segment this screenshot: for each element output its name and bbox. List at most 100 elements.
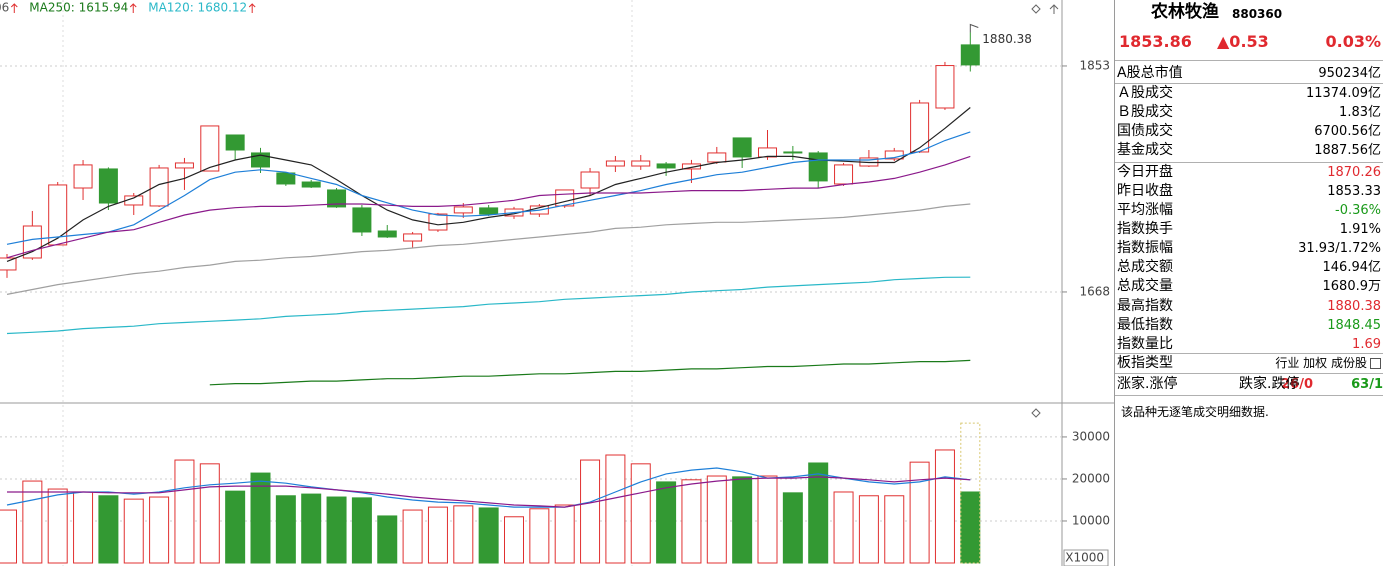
volume-bar	[732, 476, 753, 564]
settings-icon[interactable]	[1031, 408, 1041, 418]
volume-bar	[605, 454, 626, 564]
unit-label: X1000	[1065, 551, 1104, 565]
separator	[1115, 395, 1383, 396]
quote-panel: 农林牧渔 880360 1853.86 ▲0.53 0.03% A股总市值 950234亿 Ａ…	[1114, 0, 1383, 566]
row-value: 1.83亿	[1339, 105, 1381, 120]
up-icon[interactable]	[1049, 4, 1059, 14]
candle-body	[580, 171, 600, 189]
volume-bar	[630, 463, 651, 564]
row-value: 11374.09亿	[1305, 86, 1381, 101]
type-options[interactable]: 行业 加权 成份股	[1275, 356, 1367, 370]
change-pct: 0.03%	[1325, 32, 1381, 51]
row-value: 1887.56亿	[1314, 143, 1381, 158]
row-label: 指数换手	[1117, 221, 1173, 237]
volume-bar	[858, 495, 879, 564]
sector-title: 农林牧渔	[1151, 2, 1219, 22]
legend-text: MA120: 1680.12	[148, 1, 247, 15]
price: 1853.86	[1119, 32, 1192, 51]
row-value: 1.91%	[1339, 222, 1381, 237]
candle-body	[22, 225, 42, 259]
chart-area: 06 MA250: 1615.94 MA120: 1680.12 1853 1668 3…	[0, 0, 1114, 566]
type-icon[interactable]	[1370, 358, 1381, 369]
y-tick-label: 30000	[1072, 429, 1110, 443]
volume-bar	[808, 462, 829, 564]
row-value: 1880.38	[1327, 299, 1381, 314]
row-label: 板指类型	[1117, 355, 1173, 371]
volume-bar	[706, 475, 727, 564]
candle-body	[681, 163, 701, 170]
candle-body	[200, 125, 220, 172]
y-tick-label: 1668	[1079, 284, 1110, 298]
separator	[1115, 83, 1383, 84]
row-label: 最低指数	[1117, 317, 1173, 333]
volume-bar	[782, 492, 803, 564]
candle-body	[377, 230, 397, 238]
ma-line	[6, 467, 971, 508]
ma-line	[6, 155, 971, 259]
candle-body	[783, 151, 803, 154]
candle-body	[605, 160, 625, 167]
candle-body	[758, 147, 777, 158]
row-label: 平均涨幅	[1117, 202, 1173, 218]
volume-bar	[98, 495, 119, 564]
volume-bar	[453, 505, 474, 564]
row-label: 最高指数	[1117, 298, 1173, 314]
volume-bar	[199, 463, 220, 564]
row-value: 31.93/1.72%	[1298, 241, 1381, 256]
row-value: 950234亿	[1318, 66, 1381, 81]
settings-icon[interactable]	[1031, 4, 1041, 14]
separator	[1115, 373, 1383, 374]
note: 该品种无逐笔成交明细数据.	[1121, 405, 1269, 419]
row-value: 6700.56亿	[1314, 124, 1381, 139]
volume-bar	[351, 497, 372, 564]
candle-body	[479, 207, 499, 215]
row-value: 1870.26	[1327, 165, 1381, 180]
candle-body	[149, 167, 169, 207]
volume-bar	[580, 459, 601, 564]
volume-bar	[149, 496, 170, 564]
volume-bar	[504, 516, 524, 564]
volume-bar	[478, 507, 499, 564]
y-tick-label: 1853	[1079, 58, 1110, 72]
candle-body	[453, 206, 473, 214]
row-label: 跌家.跌停	[1239, 376, 1300, 392]
candle-body	[960, 44, 980, 66]
row-label: A股总市值	[1117, 65, 1183, 81]
volume-bar	[884, 495, 905, 564]
high-flag	[969, 23, 979, 33]
candle-body	[352, 207, 372, 233]
volume-bar	[22, 480, 43, 564]
ma-line	[6, 107, 971, 262]
row-value: 1853.33	[1327, 184, 1381, 199]
volume-bar	[275, 495, 296, 564]
volume-bar	[47, 488, 68, 564]
volume-bar	[326, 496, 347, 564]
candle-body	[327, 189, 347, 208]
row-label: Ａ股成交	[1117, 85, 1173, 101]
volume-bar	[73, 491, 94, 564]
volume-bar	[656, 481, 677, 564]
volume-bar	[934, 449, 955, 564]
volume-bar	[960, 491, 981, 564]
high-annotation: 1880.38	[982, 32, 1032, 46]
up-arrow	[10, 3, 18, 13]
candle-body	[656, 163, 676, 169]
sector-code: 880360	[1232, 7, 1283, 21]
ma-line	[209, 359, 971, 386]
ma-line	[6, 131, 971, 245]
candle-body	[48, 184, 68, 246]
y-tick-label: 10000	[1072, 513, 1110, 527]
y-tick-label: 20000	[1072, 471, 1110, 485]
volume-bar	[554, 504, 575, 564]
candle-body	[276, 172, 296, 185]
volume-bar	[0, 509, 17, 564]
row-value: 1680.9万	[1322, 279, 1382, 294]
separator	[1115, 60, 1383, 61]
ma-line	[6, 203, 971, 295]
volume-bar	[123, 498, 144, 564]
row-label: Ｂ股成交	[1117, 104, 1173, 120]
ma-line	[7, 476, 971, 508]
row-label: 总成交额	[1117, 259, 1173, 275]
candle-body	[808, 152, 828, 182]
